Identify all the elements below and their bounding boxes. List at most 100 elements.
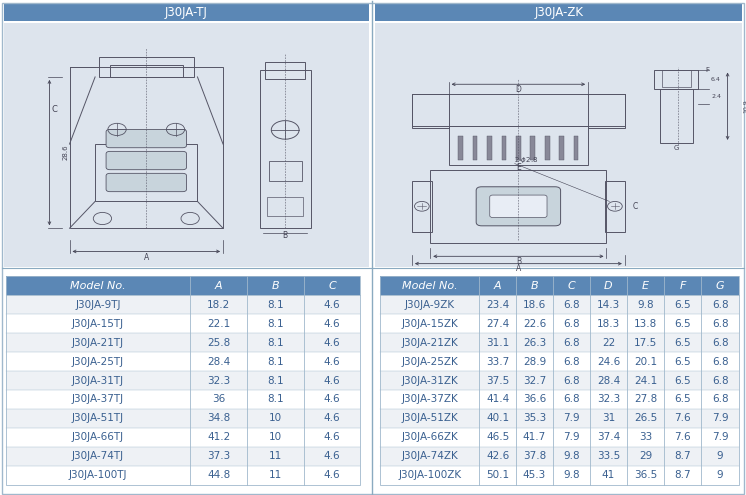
Text: J30JA-9TJ: J30JA-9TJ [75,300,121,310]
Text: J30JA-15TJ: J30JA-15TJ [72,319,124,329]
Bar [659,89,693,143]
Text: C: C [52,105,58,114]
Text: J30JA-25ZK: J30JA-25ZK [401,356,458,367]
Text: 6.5: 6.5 [674,356,691,367]
Bar [375,23,742,267]
Bar [560,136,564,160]
Text: J30JA-21ZK: J30JA-21ZK [401,338,458,347]
Text: J30JA-15ZK: J30JA-15ZK [401,319,458,329]
Text: 8.1: 8.1 [267,338,283,347]
Text: J30JA-51ZK: J30JA-51ZK [401,413,458,423]
Text: J30JA-37TJ: J30JA-37TJ [72,395,124,404]
Text: 37.4: 37.4 [597,432,620,442]
Text: J30JA-100ZK: J30JA-100ZK [398,470,461,480]
Text: 32.3: 32.3 [207,376,231,386]
Text: 4.6: 4.6 [324,376,340,386]
Text: J30JA-66TJ: J30JA-66TJ [72,432,124,442]
Text: B: B [515,257,521,266]
Text: 6.8: 6.8 [563,319,580,329]
Text: 22: 22 [602,338,615,347]
Text: 33.7: 33.7 [486,356,510,367]
Bar [380,390,739,409]
Bar [516,136,521,160]
Bar [269,161,301,181]
Bar [267,197,304,216]
Bar [380,428,739,446]
Bar [375,3,742,21]
Text: 7.6: 7.6 [674,413,691,423]
Bar [380,333,739,352]
Text: 23.4: 23.4 [486,300,510,310]
Text: 17.5: 17.5 [634,338,657,347]
Text: J30JA-74ZK: J30JA-74ZK [401,451,458,461]
Bar [530,136,535,160]
Text: 26.3: 26.3 [523,338,546,347]
Text: G: G [674,145,679,151]
Text: 46.5: 46.5 [486,432,510,442]
Text: 36.5: 36.5 [634,470,657,480]
Bar [380,277,739,485]
Text: 9.8: 9.8 [563,470,580,480]
Bar [4,3,369,21]
FancyBboxPatch shape [106,129,186,148]
Text: 7.9: 7.9 [563,413,580,423]
Text: 18.3: 18.3 [597,319,620,329]
Text: 2-$\phi$2.8: 2-$\phi$2.8 [514,155,538,165]
Text: 24.6: 24.6 [597,356,620,367]
Text: F: F [680,281,686,291]
Bar [412,94,625,126]
Text: 37.5: 37.5 [486,376,510,386]
Text: 35.3: 35.3 [523,413,546,423]
Text: 33.5: 33.5 [597,451,620,461]
Text: 28.4: 28.4 [207,356,231,367]
Text: 8.1: 8.1 [267,319,283,329]
Text: 4.6: 4.6 [324,451,340,461]
Text: F: F [706,67,709,73]
Bar [574,136,578,160]
Bar [487,136,492,160]
Text: 6.8: 6.8 [712,395,728,404]
Text: 4.6: 4.6 [324,319,340,329]
Text: A: A [515,264,521,273]
Text: 6.8: 6.8 [712,356,728,367]
Bar [501,136,507,160]
FancyBboxPatch shape [106,173,186,192]
Bar [448,126,588,165]
Bar [98,57,194,77]
Text: J30JA-31ZK: J30JA-31ZK [401,376,458,386]
Text: 4.6: 4.6 [324,432,340,442]
Text: 10: 10 [269,413,282,423]
Text: 37.8: 37.8 [523,451,546,461]
Text: C: C [328,281,336,291]
Text: 11: 11 [269,451,282,461]
Bar [6,446,360,466]
Text: 8.1: 8.1 [267,300,283,310]
Text: 7.9: 7.9 [712,432,728,442]
Text: G: G [716,281,724,291]
Text: 4.6: 4.6 [324,413,340,423]
Text: 32.3: 32.3 [597,395,620,404]
Text: 9.8: 9.8 [637,300,653,310]
Text: A: A [494,281,501,291]
Text: J30JA-51TJ: J30JA-51TJ [72,413,124,423]
Bar [6,428,360,446]
Bar [545,136,550,160]
Text: 45.3: 45.3 [523,470,546,480]
Bar [6,466,360,485]
Text: D: D [604,281,612,291]
Text: Model No.: Model No. [70,281,126,291]
Bar [654,70,698,89]
Text: B: B [283,231,288,240]
Text: 8.1: 8.1 [267,395,283,404]
Text: 4.6: 4.6 [324,300,340,310]
Bar [380,352,739,371]
Bar [380,277,739,296]
Text: 31.1: 31.1 [486,338,510,347]
Text: 6.8: 6.8 [563,338,580,347]
Text: 22.6: 22.6 [523,319,546,329]
Text: 7.9: 7.9 [563,432,580,442]
Bar [6,277,360,296]
Text: 8.7: 8.7 [674,451,691,461]
Text: 40.1: 40.1 [486,413,510,423]
Text: 10: 10 [269,432,282,442]
